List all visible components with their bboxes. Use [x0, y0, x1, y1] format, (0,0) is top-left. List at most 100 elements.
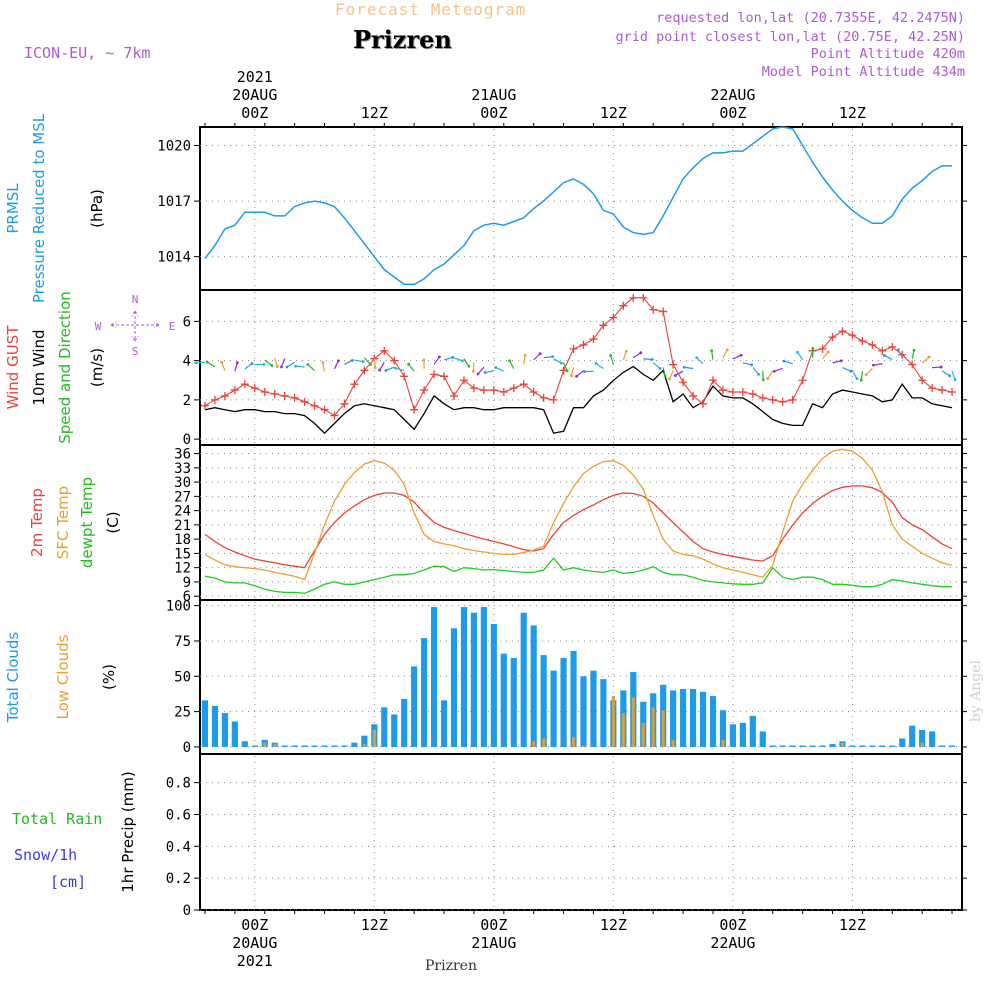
panel-side-label: Total Clouds [4, 632, 22, 724]
wind-direction-arrowhead [897, 348, 900, 351]
wind-direction-arrow [662, 367, 666, 377]
wind-direction-arrowhead [750, 363, 754, 367]
compass-e-label: E [169, 320, 176, 333]
model-label: ICON-EU, ~ 7km [24, 44, 151, 62]
panel-side-label: (m/s) [88, 348, 106, 387]
wind-direction-arrowhead [796, 350, 799, 354]
wind-direction-arrowhead [337, 359, 340, 363]
total-cloud-bar [430, 607, 438, 747]
y-tick-label: 0.4 [166, 839, 191, 855]
wind-direction-arrowhead [782, 359, 786, 363]
total-cloud-bar [560, 657, 567, 747]
y-tick-label: 27 [174, 489, 191, 505]
wind-gust-marker [469, 384, 478, 393]
wind-gust-marker [718, 386, 727, 395]
wind-direction-arrow [921, 356, 930, 364]
wind-gust-marker [649, 305, 658, 314]
wind-gust-marker [818, 344, 827, 353]
wind-gust-marker [549, 395, 558, 404]
wind-direction-arrowhead [650, 357, 654, 361]
panel-side-label: Wind GUST [4, 325, 22, 410]
bottom-time-label: 12Z [600, 916, 627, 934]
total-cloud-bar [719, 710, 727, 747]
low-cloud-bar [721, 739, 725, 747]
wind-direction-arrowhead [953, 378, 957, 381]
wind-direction-arrow [674, 370, 684, 377]
wind-direction-arrow [395, 367, 405, 372]
wind-gust-marker [489, 386, 498, 395]
wind-direction-arrow [911, 350, 915, 360]
y-tick-label: 18 [174, 532, 191, 548]
total-cloud-bar [321, 745, 328, 747]
wind-direction-arrowhead [757, 372, 761, 376]
total-cloud-bar [789, 745, 796, 747]
wind-direction-arrow [732, 354, 742, 360]
wind-direction-arrow [533, 353, 541, 361]
wind-gust-marker [748, 389, 757, 398]
wind-direction-arrowhead [220, 360, 224, 364]
requested-coordinates: requested lon,lat (20.7355E, 42.2475N) [656, 10, 965, 26]
bottom-time-label: 12Z [361, 916, 388, 934]
wind-gust-marker [330, 411, 339, 420]
wind-direction-arrow [463, 358, 470, 367]
wind-direction-arrow [570, 367, 575, 377]
wind-direction-arrowhead [351, 358, 354, 362]
wind-direction-arrowhead [594, 362, 598, 365]
wind-direction-arrow [472, 362, 475, 372]
wind-gust-marker [708, 376, 717, 385]
wind-gust-marker [380, 346, 389, 355]
wind-direction-arrow [884, 354, 893, 361]
y-tick-label: 30 [174, 475, 191, 491]
total-cloud-bar [301, 745, 308, 747]
wind-direction-arrowhead [639, 351, 643, 355]
wind-direction-arrowhead [275, 365, 279, 368]
wind-gust-marker [430, 370, 439, 379]
y-tick-label: 1017 [157, 194, 191, 210]
wind-direction-arrow [280, 358, 286, 368]
panel-side-label: (hPa) [88, 189, 106, 228]
wind-direction-arrowhead [437, 355, 441, 359]
wind-gust-marker [509, 384, 518, 393]
wind-direction-arrow [553, 358, 562, 364]
bottom-time-label: 2021 [237, 952, 273, 970]
total-cloud-bar [819, 745, 826, 747]
total-cloud-bar [580, 676, 587, 747]
wind-direction-arrow [286, 361, 295, 368]
wind-gust-marker [669, 360, 678, 369]
wind-direction-arrowhead [939, 365, 943, 369]
total-cloud-bar [779, 745, 786, 747]
total-cloud-bar [859, 745, 866, 747]
wind-direction-arrowhead [710, 349, 714, 353]
total-cloud-bar [391, 714, 398, 747]
wind-gust-marker [659, 307, 668, 316]
wind-gust-marker [728, 388, 737, 397]
wind-gust-marker [440, 372, 449, 381]
footer-location: Prizren [425, 958, 477, 974]
wind-direction-arrow [822, 351, 829, 360]
wind-gust-marker [599, 321, 608, 330]
low-cloud-bar [581, 745, 586, 747]
wind-speed-line [204, 365, 953, 435]
wind-direction-arrow [711, 350, 714, 360]
wind-direction-arrowhead [306, 363, 310, 366]
total-cloud-bar [729, 724, 736, 747]
wind-direction-arrow [951, 370, 956, 380]
low-cloud-bar [920, 742, 924, 747]
wind-direction-arrowhead [494, 366, 498, 369]
y-tick-label: 21 [174, 518, 191, 534]
total-cloud-bar [550, 670, 557, 747]
wind-gust-marker [858, 337, 867, 346]
temp-sfc-line [204, 448, 953, 581]
point-altitude: Point Altitude 420m [810, 46, 965, 62]
low-cloud-bar [671, 739, 675, 747]
wind-gust-marker [738, 388, 747, 397]
wind-direction-arrowhead [658, 367, 662, 370]
y-tick-label: 1020 [157, 139, 191, 155]
low-cloud-bar [611, 696, 615, 747]
total-cloud-bar [929, 731, 936, 747]
wind-direction-arrowhead [624, 349, 628, 353]
low-cloud-bar [641, 722, 645, 747]
top-time-label: 22AUG [710, 86, 755, 104]
total-cloud-bar [739, 722, 746, 747]
wind-direction-arrow [897, 349, 903, 358]
